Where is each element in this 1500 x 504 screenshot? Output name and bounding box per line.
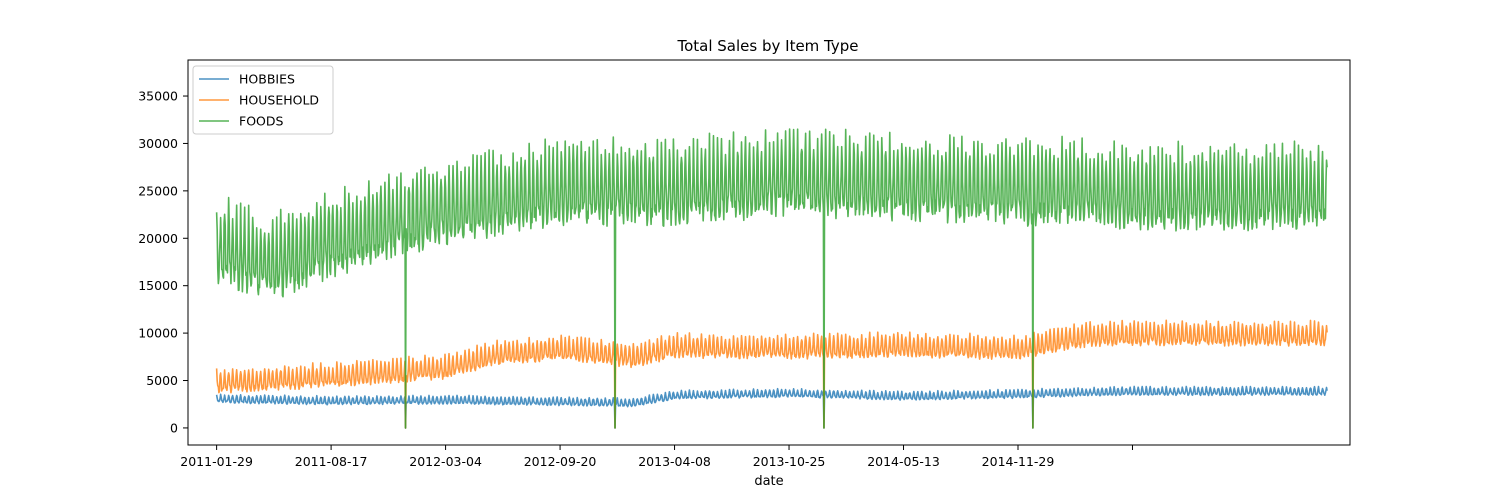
y-tick-label: 20000 — [138, 231, 178, 246]
x-axis: 2011-01-29 2011-08-17 2012-03-04 2012-09-20… — [180, 445, 1133, 469]
x-tick-label: 2014-05-13 — [867, 454, 940, 469]
x-tick-label: 2011-01-29 — [180, 454, 253, 469]
y-tick-label: 10000 — [138, 326, 178, 341]
legend-label-hobbies: HOBBIES — [239, 72, 295, 87]
y-tick-label: 25000 — [138, 183, 178, 198]
plot-frame — [187, 59, 1351, 446]
series-line-household — [215, 319, 1328, 429]
legend: HOBBIES HOUSEHOLD FOODS — [192, 65, 334, 135]
series-line-hobbies — [215, 385, 1328, 429]
x-tick-label: 2013-04-08 — [638, 454, 711, 469]
x-tick-label: 2012-03-04 — [409, 454, 482, 469]
legend-label-foods: FOODS — [239, 114, 283, 129]
y-tick-label: 5000 — [146, 373, 178, 388]
y-tick-label: 15000 — [138, 278, 178, 293]
legend-label-household: HOUSEHOLD — [239, 93, 319, 108]
y-tick-label: 0 — [170, 420, 178, 435]
chart-title: Total Sales by Item Type — [676, 37, 858, 55]
y-tick-label: 30000 — [138, 136, 178, 151]
x-axis-label: date — [754, 474, 783, 489]
x-tick-label: 2011-08-17 — [295, 454, 368, 469]
series-line-foods — [215, 128, 1328, 429]
x-tick-label: 2014-11-29 — [982, 454, 1055, 469]
x-tick-label: 2013-10-25 — [753, 454, 826, 469]
y-axis: 0 5000 10000 15000 20000 25000 30000 35000 — [138, 89, 188, 435]
y-tick-label: 35000 — [138, 89, 178, 104]
x-tick-label: 2012-09-20 — [524, 454, 597, 469]
legend-box — [192, 65, 334, 135]
series-layer — [215, 128, 1328, 429]
